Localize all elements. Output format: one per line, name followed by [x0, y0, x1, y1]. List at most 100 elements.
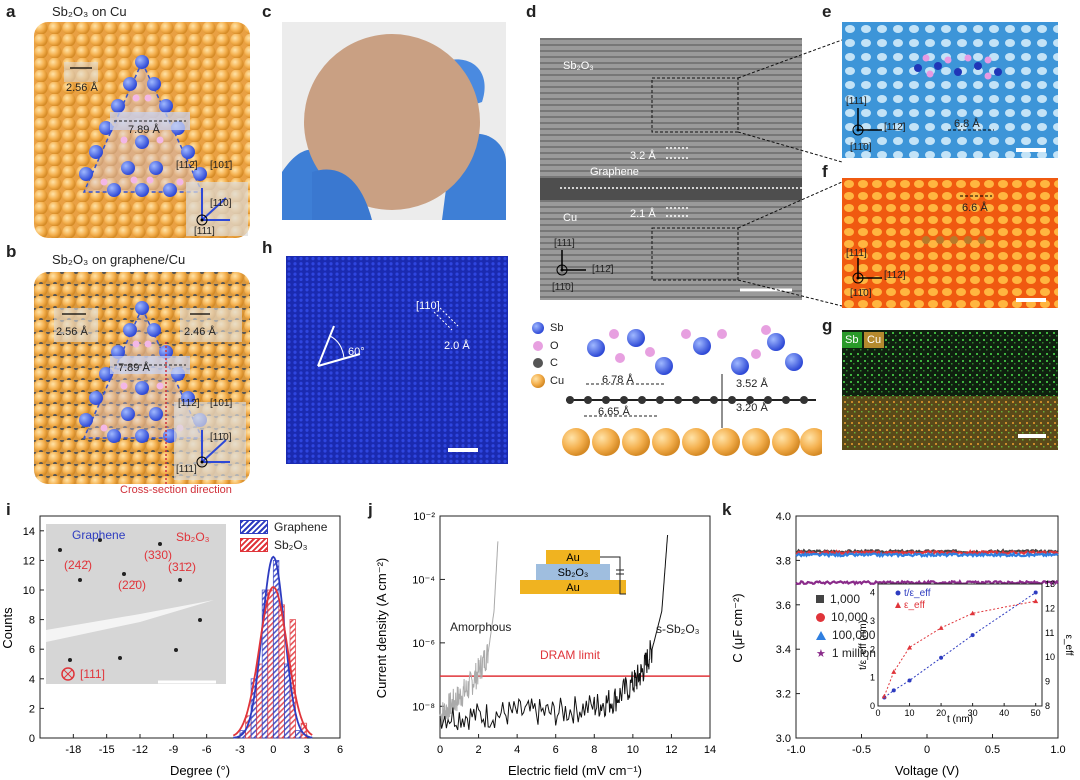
chart-k-legend-label-1: 1,000 — [830, 592, 861, 606]
panel-d-dist-1: 3.2 Å — [630, 150, 656, 162]
chart-i-ytick-label-3: 6 — [29, 644, 35, 656]
chart-i-legend-label-graphene: Graphene — [274, 520, 328, 534]
panel-f-dist: 6.6 Å — [962, 202, 988, 214]
panel-a-dir-1: [112̄] — [176, 160, 198, 171]
panel-g-label-sb: Sb — [845, 334, 859, 346]
chart-j-ytick-label-2: 10⁻⁴ — [412, 574, 435, 586]
panel-b-dir-3: [11̄0] — [210, 432, 232, 443]
panel-d-model-dist-2: 6.65 Å — [598, 406, 630, 418]
chart-k-inset-ytick-left-0: 0 — [870, 701, 875, 711]
chart-k-inset-line-blue — [884, 592, 1036, 698]
chart-i-xtick-label-5: -3 — [235, 744, 245, 756]
panel-f-image — [842, 178, 1058, 308]
chart-j-series-1 — [439, 534, 669, 731]
panel-b-graphene-lattice — [34, 272, 250, 484]
chart-k-inset-point-red-2 — [907, 644, 913, 650]
chart-i-spot-330: (330) — [144, 548, 173, 562]
chart-k-xtick-label-3: 0.5 — [985, 744, 1000, 756]
chart-i-plot: -18 -15 -12 -9 -6 -3 0 3 6 0 2 4 6 8 10 12 14 — [23, 526, 343, 756]
panel-e-axis-3: [11̄0] — [850, 142, 872, 153]
panel-e-axis-1: [111] — [846, 96, 867, 107]
chart-i-xtick-label-6: 0 — [270, 744, 276, 756]
chart-i-ytick-label-7: 14 — [23, 526, 35, 538]
panel-label-k: k — [722, 500, 732, 519]
chart-i-inset-sb2o3: Sb₂O₃ — [176, 530, 210, 544]
chart-k-legend-label-2: 10,000 — [831, 610, 868, 624]
panel-b-cross-section-label: Cross-section direction — [120, 484, 232, 496]
chart-i-ytick-label-6: 12 — [23, 555, 35, 567]
panel-b-dist-3: 7.89 Å — [118, 362, 150, 374]
chart-i-xtick-label-7: 3 — [304, 744, 310, 756]
chart-k-inset-ytick-right-1: 9 — [1045, 677, 1050, 687]
chart-k-inset-ytick-right-3: 11 — [1045, 628, 1054, 638]
chart-i-ytick-label-2: 4 — [29, 674, 35, 686]
panel-a-dist-1: 2.56 Å — [66, 82, 98, 94]
panel-h-image — [286, 256, 508, 464]
panel-d-legend-sb: Sb — [550, 322, 564, 334]
chart-j-xtick-label-3: 6 — [553, 744, 559, 756]
panel-d-atomic-model — [531, 322, 822, 456]
chart-k-xtick-label-2: 0 — [924, 744, 930, 756]
chart-k-inset-legend-marker-1 — [895, 590, 901, 596]
chart-k-inset-ylabel-right: ε_eff — [1063, 635, 1074, 656]
chart-i-legend-swatch-graphene — [240, 520, 268, 534]
chart-i-zone-axis: [111] — [80, 667, 105, 681]
chart-i-xtick-label-2: -12 — [132, 744, 148, 756]
chart-j-xtick-label-2: 4 — [514, 744, 520, 756]
panel-d-model-dist-1: 6.78 Å — [602, 374, 634, 386]
chart-k-inset-xtick-label-2: 20 — [936, 708, 946, 718]
chart-k-legend-marker-4: ★ — [816, 647, 826, 660]
panel-d-legend-o: O — [550, 340, 559, 352]
panel-b-dist-2: 2.46 Å — [184, 326, 216, 338]
panel-b-title: Sb₂O₃ on graphene/Cu — [52, 252, 186, 267]
panel-a-cu-lattice — [34, 22, 250, 238]
chart-i-xtick-label-8: 6 — [337, 744, 343, 756]
chart-k-inset-legend-1: t/ε_eff — [904, 588, 931, 599]
chart-i-fit-0 — [233, 555, 313, 739]
panel-label-a: a — [6, 2, 16, 21]
chart-k-ytick-label-3: 3.6 — [776, 600, 791, 612]
panel-d-label-cu: Cu — [563, 212, 578, 224]
chart-k-inset-xtick-label-0: 0 — [875, 708, 880, 718]
chart-i-xlabel: Degree (°) — [170, 763, 230, 778]
chart-k-xlabel: Voltage (V) — [895, 763, 959, 778]
chart-k-legend-marker-1 — [816, 595, 824, 603]
panel-f-axis-2: [112̄] — [884, 270, 906, 281]
chart-i-xtick-label-4: -6 — [202, 744, 212, 756]
panel-g-eds-map — [842, 330, 1058, 450]
chart-j-plot: 0 2 4 6 8 10 12 14 10⁻⁸ 10⁻⁶ 10⁻⁴ 10⁻² — [412, 511, 716, 756]
chart-k-legend-marker-3 — [816, 630, 826, 640]
chart-k-inset-ytick-left-1: 1 — [870, 673, 875, 683]
chart-i-bar-SbO-2 — [267, 589, 274, 739]
chart-k-inset-ytick-left-2: 2 — [870, 644, 875, 654]
panel-a-title: Sb₂O₃ on Cu — [52, 4, 127, 19]
chart-i-ytick-label-5: 10 — [23, 585, 35, 597]
chart-j-xlabel: Electric field (mV cm⁻¹) — [508, 763, 642, 778]
chart-k-inset-legend-2: ε_eff — [904, 600, 925, 611]
chart-k-inset-ytick-right-2: 10 — [1045, 652, 1055, 662]
chart-i-ytick-label-1: 2 — [29, 703, 35, 715]
chart-k-legend-item-3: 100,000 — [816, 626, 876, 644]
chart-k-ytick-label-1: 3.2 — [776, 689, 791, 701]
chart-j-inset-au-bottom: Au — [566, 582, 579, 594]
panel-d-model-dist-4: 3.20 Å — [736, 402, 768, 414]
panel-d-label-sb2o3: Sb₂O₃ — [563, 60, 594, 72]
chart-j-ylabel: Current density (A cm⁻²) — [374, 558, 389, 699]
chart-k-inset-frame — [877, 583, 1043, 707]
panel-b-dir-4: [111] — [176, 464, 197, 475]
panel-b-dir-1: [112̄] — [178, 398, 200, 409]
chart-k-inset-xtick-label-1: 10 — [905, 708, 915, 718]
chart-k-xtick-label-1: -0.5 — [852, 744, 871, 756]
chart-i-xtick-label-1: -15 — [99, 744, 115, 756]
chart-k-inset-ytick-right-5: 13 — [1045, 579, 1055, 589]
panel-d-legend-cu: Cu — [550, 375, 565, 387]
chart-k-inset-line-red — [883, 600, 1036, 697]
chart-k-inset-xtick-label-5: 50 — [1031, 708, 1041, 718]
chart-i-xtick-label-0: -18 — [65, 744, 81, 756]
chart-i-ytick-label-0: 0 — [29, 733, 35, 745]
chart-k-ytick-label-0: 3.0 — [776, 733, 791, 745]
panel-d-axis-2: [112̄] — [592, 264, 614, 275]
chart-j-ytick-label-3: 10⁻² — [413, 511, 435, 523]
